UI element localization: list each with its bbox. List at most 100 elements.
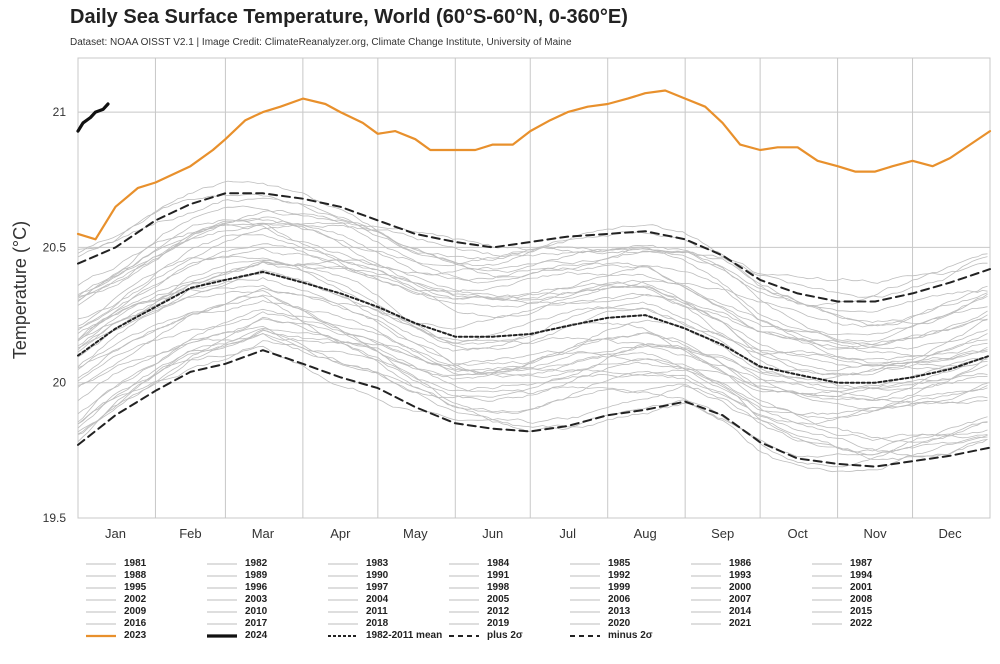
- legend-label: 2009: [124, 606, 147, 617]
- legend-swatch: [570, 587, 600, 589]
- legend-swatch: [570, 563, 600, 565]
- legend-swatch: [812, 599, 842, 601]
- y-tick-label: 20.5: [43, 240, 67, 254]
- legend-label: 2018: [366, 618, 389, 629]
- legend-swatch: [812, 623, 842, 625]
- legend-swatch: [328, 599, 358, 601]
- legend-swatch: [207, 563, 237, 565]
- legend-swatch: [449, 587, 479, 589]
- chart-title: Daily Sea Surface Temperature, World (60…: [70, 6, 628, 28]
- legend-swatch: [328, 635, 358, 637]
- series-line-1983: [77, 325, 988, 468]
- series-line-2011: [77, 216, 988, 346]
- series-line-2001: [77, 284, 988, 380]
- x-tick-label-oct: Oct: [787, 526, 808, 541]
- legend-swatch: [449, 635, 479, 637]
- legend-label: 1982-2011 mean: [366, 630, 443, 641]
- legend-swatch: [691, 587, 721, 589]
- legend-swatch: [691, 575, 721, 577]
- legend-swatch: [207, 634, 237, 638]
- x-tick-label-nov: Nov: [864, 526, 888, 541]
- legend-label: 1995: [124, 582, 147, 593]
- legend-label: 2011: [366, 606, 388, 617]
- legend-label: 2001: [850, 582, 873, 593]
- legend-label: 2005: [487, 594, 510, 605]
- legend-swatch: [328, 563, 358, 565]
- y-tick-label: 21: [53, 105, 67, 119]
- series-line-1984: [77, 327, 988, 458]
- legend-label: 1992: [608, 570, 631, 581]
- series-line-1992: [77, 295, 988, 410]
- legend-label: 2023: [124, 630, 147, 641]
- legend-label: 1988: [124, 570, 147, 581]
- series-line-2021: [77, 180, 988, 298]
- legend-label: 2012: [487, 606, 510, 617]
- x-tick-label-jan: Jan: [105, 526, 126, 541]
- x-tick-label-sep: Sep: [711, 526, 734, 541]
- legend-label: 2003: [245, 594, 268, 605]
- series-line-2017: [77, 218, 988, 327]
- y-tick-label: 19.5: [43, 511, 67, 525]
- legend-swatch: [86, 587, 116, 589]
- legend-label: 1994: [850, 570, 873, 581]
- legend-label: 2008: [850, 594, 873, 605]
- series-line-1993: [77, 287, 988, 416]
- series-line-1990: [77, 330, 988, 420]
- legend-swatch: [207, 599, 237, 601]
- chart-subtitle: Dataset: NOAA OISST V2.1 | Image Credit:…: [70, 37, 572, 48]
- legend-label: 1984: [487, 558, 510, 569]
- chart-legend: 1981 1982 1983 1984 1985 1986 1987 1988 1989 1990…: [86, 558, 986, 658]
- legend-swatch: [691, 599, 721, 601]
- legend-swatch: [207, 623, 237, 625]
- series-line-plus-2-: [77, 192, 991, 303]
- legend-swatch: [570, 599, 600, 601]
- legend-label: 2019: [487, 618, 510, 629]
- legend-swatch: [449, 599, 479, 601]
- legend-label: 2007: [729, 594, 752, 605]
- series-line-2013: [77, 219, 988, 328]
- legend-swatch: [207, 611, 237, 613]
- legend-label: 2017: [245, 618, 268, 629]
- legend-label: 2024: [245, 630, 268, 641]
- legend-swatch: [691, 563, 721, 565]
- series-line-2008: [77, 234, 988, 368]
- legend-label: 1987: [850, 558, 873, 569]
- legend-swatch: [207, 575, 237, 577]
- x-tick-label-dec: Dec: [938, 526, 962, 541]
- legend-label: 2006: [608, 594, 631, 605]
- legend-swatch: [328, 623, 358, 625]
- legend-label: 2015: [850, 606, 873, 617]
- legend-swatch: [328, 611, 358, 613]
- series-line-1988: [77, 333, 988, 453]
- legend-label: 2010: [245, 606, 268, 617]
- legend-label: 2014: [729, 606, 752, 617]
- series-line-2012: [77, 224, 988, 350]
- legend-label: 1991: [487, 570, 510, 581]
- legend-label: minus 2σ: [608, 630, 653, 641]
- series-line-2015: [77, 221, 988, 336]
- legend-label: 2020: [608, 618, 631, 629]
- legend-swatch: [86, 634, 116, 638]
- x-tick-label-feb: Feb: [179, 526, 201, 541]
- legend-swatch: [328, 575, 358, 577]
- legend-swatch: [812, 563, 842, 565]
- series-layer: [76, 89, 992, 468]
- legend-label: 2016: [124, 618, 147, 629]
- legend-swatch: [570, 623, 600, 625]
- x-tick-label-jun: Jun: [482, 526, 503, 541]
- legend-label: 2002: [124, 594, 147, 605]
- legend-swatch: [207, 587, 237, 589]
- series-line-2002: [77, 272, 988, 370]
- legend-swatch: [570, 611, 600, 613]
- legend-label: 2013: [608, 606, 631, 617]
- series-line-1986: [77, 340, 988, 441]
- legend-swatch: [691, 623, 721, 625]
- legend-swatch: [449, 575, 479, 577]
- legend-label: 2021: [729, 618, 752, 629]
- x-tick-label-jul: Jul: [559, 526, 576, 541]
- legend-swatch: [812, 575, 842, 577]
- legend-swatch: [449, 563, 479, 565]
- series-line-2020: [77, 193, 988, 306]
- series-line-2023: [76, 89, 992, 241]
